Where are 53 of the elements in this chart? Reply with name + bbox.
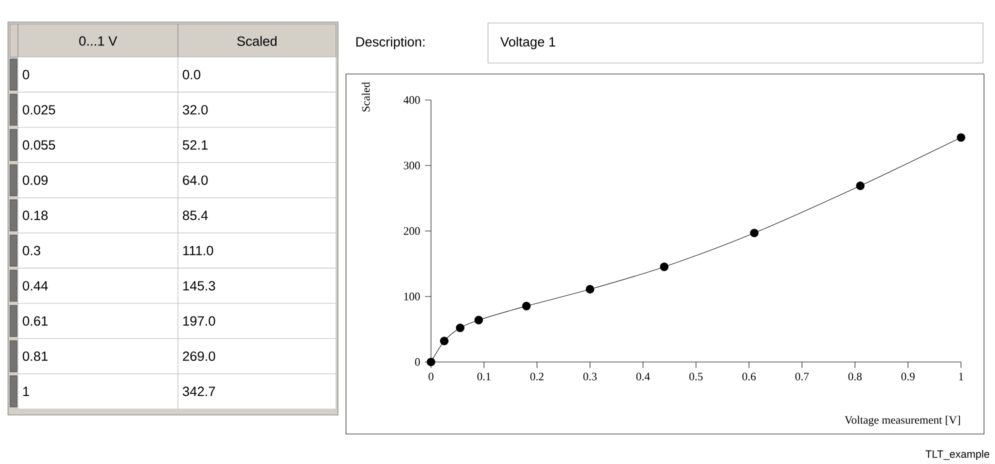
text: 0.44 (22, 281, 48, 291)
y-tick-label: 400 (404, 96, 420, 104)
text: 0.61 (22, 316, 48, 326)
text: Voltage 1 (500, 36, 556, 50)
x-tick-label: 0.2 (530, 372, 544, 380)
text: 0 (22, 70, 30, 80)
point (426, 358, 436, 366)
text: 0.055 (22, 140, 56, 150)
point (522, 302, 531, 310)
y-tick-label: 200 (404, 227, 420, 235)
text: 85.4 (182, 210, 208, 220)
text: 145.3 (183, 281, 216, 291)
text: 0.18 (22, 210, 48, 220)
text: 269.0 (182, 351, 216, 361)
point (956, 133, 966, 142)
point (474, 316, 483, 324)
x-tick-label: 0 (428, 372, 434, 380)
text: 342.7 (182, 386, 215, 396)
x-tick-label: 0.8 (848, 372, 862, 380)
text: Scaled (237, 36, 277, 46)
text: 0.81 (22, 351, 48, 361)
text: 64.0 (182, 175, 208, 185)
point (750, 228, 759, 238)
x-tick-label: 0.9 (901, 372, 915, 380)
x-tick-label: 0.5 (689, 372, 703, 380)
point (440, 336, 449, 346)
text: 0.3 (22, 246, 40, 256)
x-tick-label: 0.4 (636, 372, 650, 380)
x-tick-label: 1 (959, 372, 964, 380)
text: 0.025 (22, 105, 56, 115)
text: 0.09 (22, 175, 48, 185)
x-tick-label: 0.1 (477, 372, 490, 380)
x-tick-label: 0.6 (742, 372, 756, 380)
text: 0...1 V (79, 36, 118, 46)
y-tick-label: 100 (404, 292, 420, 300)
text: 0.0 (182, 70, 200, 80)
text: 197.0 (183, 316, 216, 326)
x-axis-title: Voltage measurement [V] (844, 416, 960, 426)
y-axis-title: Scaled (362, 82, 370, 112)
text: 52.1 (182, 140, 208, 150)
point (856, 182, 865, 190)
text: 1 (23, 386, 30, 396)
x-tick-label: 0.7 (795, 372, 809, 380)
point (456, 324, 464, 332)
text: 32.0 (182, 105, 208, 115)
text: Description: (356, 36, 424, 50)
y-tick-label: 300 (404, 162, 420, 170)
text: TLT_example (926, 450, 990, 460)
y-tick-label: 0 (415, 358, 420, 366)
text: 111.0 (183, 246, 214, 256)
point (586, 285, 594, 294)
point (660, 262, 668, 272)
x-tick-label: 0.3 (583, 372, 597, 380)
